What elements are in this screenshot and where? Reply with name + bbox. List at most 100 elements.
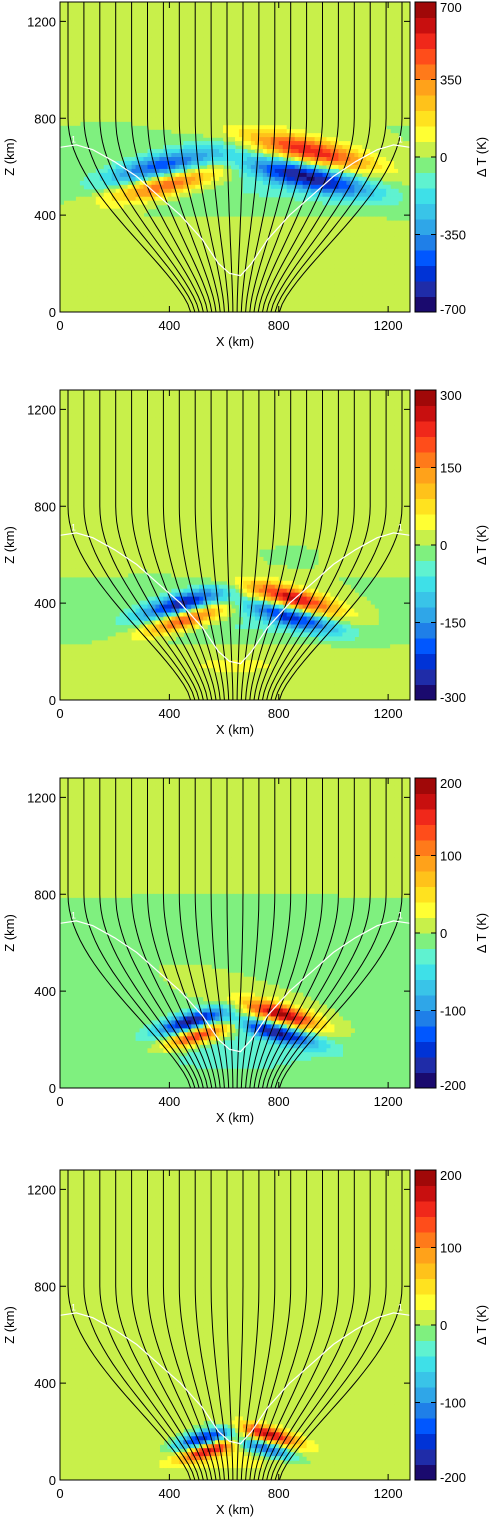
heatmap-cell [127,109,133,114]
heatmap-cell [123,220,129,226]
heatmap-cell [167,77,172,83]
heatmap-cell [155,232,161,238]
heatmap-cell [203,232,208,238]
heatmap-cell [294,216,300,222]
heatmap-cell [231,17,236,23]
heatmap-cell [119,256,125,261]
heatmap-cell [310,137,316,142]
heatmap-cell [378,41,383,47]
heatmap-cell [374,216,379,222]
heatmap-cell [143,220,149,226]
heatmap-cell [298,25,304,31]
heatmap-cell [79,256,85,261]
heatmap-cell [374,157,379,162]
heatmap-cell [346,129,351,134]
heatmap-cell [398,149,403,154]
heatmap-cell [286,69,292,75]
heatmap-cell [290,153,296,158]
heatmap-cell [227,252,232,257]
heatmap-cell [406,244,410,250]
heatmap-cell [366,216,371,222]
heatmap-cell [115,105,121,110]
heatmap-cell [87,25,93,31]
heatmap-cell [278,176,284,182]
heatmap-cell [390,224,395,230]
heatmap-cell [219,176,224,182]
heatmap-cell [330,192,336,198]
heatmap-cell [250,252,256,257]
heatmap-cell [123,25,129,31]
heatmap-cell [342,69,347,75]
heatmap-cell [366,5,371,11]
heatmap-cell [298,17,304,23]
heatmap-cell [298,97,304,102]
heatmap-cell [318,157,324,162]
heatmap-cell [366,2,371,7]
heatmap-cell [282,37,288,43]
heatmap-cell [87,73,93,79]
heatmap-cell [362,117,367,122]
heatmap-cell [63,113,69,118]
heatmap-cell [386,188,391,194]
heatmap-cell [346,224,351,230]
heatmap-cell [199,97,204,102]
heatmap-cell [310,129,316,134]
heatmap-cell [402,224,407,230]
heatmap-cell [155,125,161,130]
heatmap-cell [143,252,149,257]
heatmap-cell [143,93,149,98]
heatmap-cell [330,176,336,182]
heatmap-cell [366,37,371,43]
heatmap-cell [382,77,387,83]
heatmap-cell [370,49,375,55]
heatmap-cell [111,89,117,95]
heatmap-cell [235,97,240,102]
heatmap-cell [262,17,268,23]
heatmap-cell [310,141,316,146]
heatmap-cell [370,17,375,23]
heatmap-cell [294,196,300,202]
heatmap-cell [167,49,172,55]
heatmap-cell [79,228,85,234]
heatmap-cell [187,25,192,31]
heatmap-cell [235,61,240,67]
heatmap-cell [382,252,387,257]
heatmap-cell [294,57,300,63]
heatmap-cell [318,45,324,51]
heatmap-cell [83,9,89,15]
heatmap-cell [322,101,328,106]
heatmap-cell [151,196,157,202]
heatmap-cell [286,97,292,102]
heatmap-cell [223,9,228,15]
heatmap-cell [139,188,145,194]
heatmap-cell [151,113,157,118]
heatmap-cell [151,200,157,206]
heatmap-cell [63,2,69,7]
heatmap-cell [195,41,200,47]
heatmap-cell [326,101,332,106]
heatmap-cell [318,2,324,7]
heatmap-cell [398,41,403,47]
heatmap-cell [342,168,347,174]
heatmap-cell [374,37,379,43]
heatmap-cell [274,65,280,71]
heatmap-cell [246,224,252,230]
heatmap-cell [187,176,192,182]
heatmap-cell [274,97,280,102]
heatmap-cell [358,180,363,186]
heatmap-cell [378,57,383,63]
heatmap-cell [227,121,232,126]
heatmap-cell [386,9,391,15]
heatmap-cell [135,164,141,170]
heatmap-cell [306,33,312,39]
heatmap-cell [155,200,161,206]
heatmap-cell [147,121,153,126]
heatmap-cell [314,133,320,138]
heatmap-cell [342,25,347,31]
heatmap-cell [179,145,184,150]
heatmap-cell [207,141,212,146]
heatmap-cell [191,157,196,162]
heatmap-cell [390,93,395,98]
heatmap-cell [195,105,200,110]
heatmap-cell [270,121,276,126]
